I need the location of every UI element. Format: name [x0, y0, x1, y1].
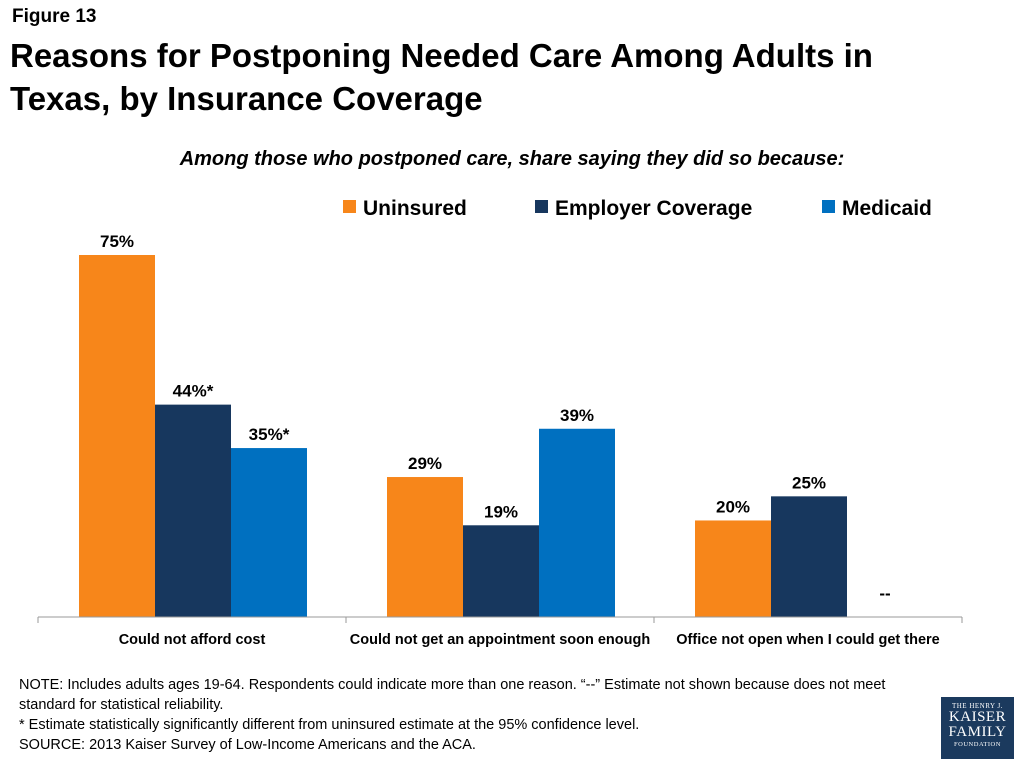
legend-label-uninsured: Uninsured	[363, 197, 467, 220]
bar-uninsured-2	[387, 477, 463, 617]
data-label-employer-coverage-2: 19%	[484, 502, 518, 521]
data-label-employer-coverage-1: 44%*	[173, 382, 214, 401]
data-label-medicaid-1: 35%*	[249, 425, 290, 444]
data-label-employer-coverage-3: 25%	[792, 473, 826, 492]
category-label-2: Could not get an appointment soon enough	[350, 632, 650, 648]
bar-employer-coverage-3	[771, 496, 847, 617]
logo-line-3: FAMILY	[948, 724, 1007, 740]
legend-label-medicaid: Medicaid	[842, 197, 932, 220]
kff-logo: THE HENRY J. KAISER FAMILY FOUNDATION	[941, 697, 1014, 759]
bar-uninsured-3	[695, 520, 771, 617]
significance-note: * Estimate statistically significantly d…	[19, 717, 640, 733]
logo-line-2: KAISER	[948, 709, 1007, 725]
figure-label: Figure 13	[12, 6, 97, 27]
category-label-1: Could not afford cost	[119, 632, 266, 648]
data-label-medicaid-2: 39%	[560, 406, 594, 425]
logo-line-1: THE HENRY J.	[951, 702, 1004, 710]
data-label-uninsured-2: 29%	[408, 454, 442, 473]
bar-uninsured-1	[79, 255, 155, 617]
source-text: SOURCE: 2013 Kaiser Survey of Low-Income…	[19, 737, 476, 753]
chart-title: Reasons for Postponing Needed Care Among…	[10, 37, 873, 117]
bar-medicaid-2	[539, 428, 615, 617]
data-label-uninsured-1: 75%	[100, 232, 134, 251]
legend-label-employer-coverage: Employer Coverage	[555, 197, 752, 220]
data-label-medicaid-3: --	[879, 584, 890, 603]
legend-swatch-uninsured	[343, 200, 356, 213]
category-label-3: Office not open when I could get there	[676, 632, 939, 648]
legend-swatch-medicaid	[822, 200, 835, 213]
bar-employer-coverage-1	[155, 404, 231, 617]
note-text: NOTE: Includes adults ages 19-64. Respon…	[19, 677, 886, 713]
bar-employer-coverage-2	[463, 525, 539, 617]
chart-subtitle: Among those who postponed care, share sa…	[179, 148, 845, 170]
data-label-uninsured-3: 20%	[716, 497, 750, 516]
legend-swatch-employer-coverage	[535, 200, 548, 213]
logo-line-4: FOUNDATION	[954, 741, 1001, 748]
chart-notes: NOTE: Includes adults ages 19-64. Respon…	[19, 675, 924, 755]
bar-medicaid-1	[231, 448, 307, 617]
